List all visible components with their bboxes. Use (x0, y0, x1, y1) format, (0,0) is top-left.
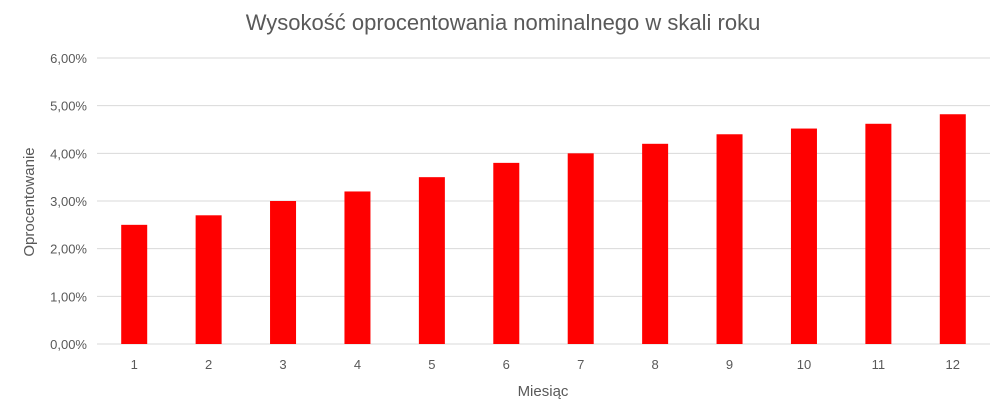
bar-month-8 (642, 143, 669, 344)
x-tick-label: 5 (428, 357, 435, 372)
gridlines (97, 57, 990, 345)
x-tick-label: 6 (503, 357, 510, 372)
y-tick-label: 1,00% (50, 289, 87, 304)
y-axis-ticks: 0,00% 1,00% 2,00% 3,00% 4,00% 5,00% 6,00% (50, 51, 87, 352)
x-tick-label: 4 (354, 357, 361, 372)
y-tick-label: 2,00% (50, 242, 87, 257)
bar-month-7 (567, 153, 594, 344)
x-tick-label: 12 (946, 357, 960, 372)
y-tick-label: 5,00% (50, 99, 87, 114)
bar-month-4 (344, 191, 371, 344)
x-tick-label: 9 (726, 357, 733, 372)
x-tick-label: 10 (797, 357, 811, 372)
x-tick-label: 8 (652, 357, 659, 372)
x-tick-label: 1 (131, 357, 138, 372)
x-axis-ticks: 1 2 3 4 5 6 7 8 9 10 11 12 (131, 357, 960, 372)
bar-month-5 (418, 177, 445, 344)
bar-month-6 (493, 162, 520, 344)
x-tick-label: 3 (279, 357, 286, 372)
y-axis-label: Oprocentowanie (21, 147, 38, 256)
bar-month-12 (939, 114, 966, 344)
bar-month-11 (865, 123, 892, 344)
bar-month-10 (790, 128, 817, 344)
bar-month-9 (716, 134, 743, 344)
bar-month-1 (121, 224, 148, 344)
bars (121, 114, 966, 344)
y-tick-label: 0,00% (50, 337, 87, 352)
x-tick-label: 11 (872, 357, 886, 372)
x-axis-label: Miesiąc (518, 383, 569, 400)
bar-month-3 (270, 201, 297, 344)
y-tick-label: 3,00% (50, 194, 87, 209)
bar-month-2 (195, 215, 222, 344)
y-tick-label: 6,00% (50, 51, 87, 66)
x-tick-label: 7 (577, 357, 584, 372)
chart-title: Wysokość oprocentowania nominalnego w sk… (246, 10, 761, 35)
y-tick-label: 4,00% (50, 146, 87, 161)
x-tick-label: 2 (205, 357, 212, 372)
